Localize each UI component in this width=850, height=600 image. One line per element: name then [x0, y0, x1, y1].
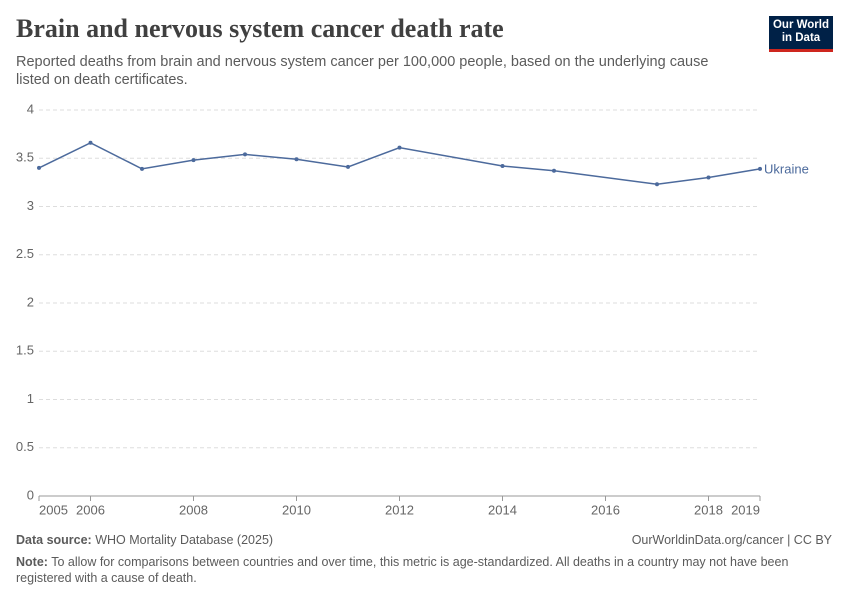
point [88, 140, 93, 145]
y-tick-label: 0.5 [16, 439, 34, 454]
point [294, 157, 299, 162]
point [552, 168, 556, 173]
note: Note: To allow for comparisons between c… [16, 554, 816, 586]
source: Data source: WHO Mortality Database (202… [16, 533, 273, 547]
y-tick-label: 3 [27, 198, 34, 213]
credit[interactable]: OurWorldinData.org/cancer | CC BY [631, 533, 832, 547]
x-tick-label: 2010 [282, 502, 311, 517]
note-label: Note: [16, 555, 48, 569]
chart: 0 0.5 1 1.5 2 2.5 3 3.5 4 2005 2006 2008 2010 2012 201… [16, 101, 809, 517]
point [500, 163, 505, 168]
point [243, 152, 247, 157]
source-text: WHO Mortality Database (2025) [95, 533, 274, 547]
y-tick-label: 1 [27, 391, 34, 406]
point [655, 182, 659, 187]
x-tick-label: 2019 [731, 502, 760, 517]
y-tick-label: 1.5 [16, 343, 34, 358]
series-label: Ukraine [764, 161, 809, 176]
chart-title: Brain and nervous system cancer death ra… [16, 14, 504, 43]
point [140, 166, 144, 171]
logo-line: in Data [781, 32, 821, 44]
x-tick-label: 2006 [76, 502, 105, 517]
y-tick-label: 4 [27, 101, 34, 116]
x-tick-label: 2014 [488, 502, 517, 517]
point [706, 175, 711, 180]
chart-subtitle: Reported deaths from brain and nervous s… [16, 54, 709, 88]
note-text: To allow for comparisons between countri… [16, 555, 789, 585]
x-tick-label: 2008 [179, 502, 208, 517]
point [191, 158, 196, 163]
point [346, 164, 350, 169]
point [37, 165, 41, 170]
y-tick-label: 3.5 [16, 150, 34, 165]
x-tick-label: 2016 [591, 502, 620, 517]
logo-line: Our World [772, 19, 829, 31]
point [397, 145, 402, 150]
source-label: Data source: [16, 533, 92, 547]
y-tick-label: 0 [27, 487, 34, 502]
x-tick-label: 2012 [385, 502, 414, 517]
x-tick-label: 2005 [39, 502, 68, 517]
logo[interactable]: Our World in Data [769, 16, 833, 52]
point [758, 166, 762, 171]
y-tick-label: 2.5 [16, 246, 34, 261]
y-tick-label: 2 [27, 294, 34, 309]
x-tick-label: 2018 [694, 502, 723, 517]
